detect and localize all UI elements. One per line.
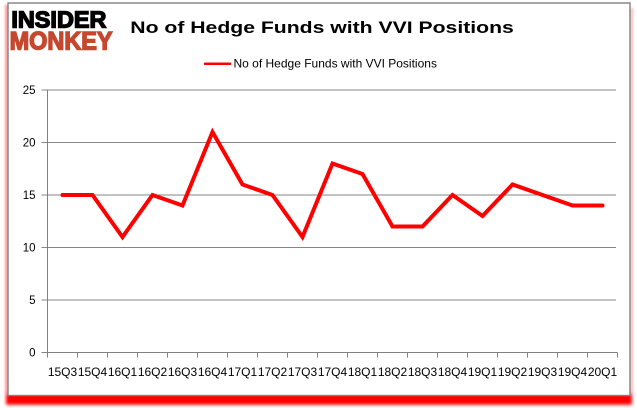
svg-text:20: 20 xyxy=(23,138,36,150)
svg-text:25: 25 xyxy=(23,85,36,97)
svg-text:16Q2: 16Q2 xyxy=(138,365,168,379)
svg-text:18Q4: 18Q4 xyxy=(438,365,468,379)
svg-text:16Q1: 16Q1 xyxy=(108,365,138,379)
svg-text:18Q3: 18Q3 xyxy=(408,365,438,379)
svg-text:10: 10 xyxy=(23,243,36,255)
svg-text:17Q3: 17Q3 xyxy=(288,365,318,379)
svg-text:0: 0 xyxy=(29,348,35,360)
svg-text:17Q2: 17Q2 xyxy=(258,365,288,379)
svg-text:15Q3: 15Q3 xyxy=(48,365,78,379)
svg-text:19Q2: 19Q2 xyxy=(498,365,528,379)
svg-text:16Q4: 16Q4 xyxy=(198,365,228,379)
svg-text:17Q4: 17Q4 xyxy=(318,365,348,379)
svg-text:19Q1: 19Q1 xyxy=(468,365,498,379)
svg-text:No of Hedge Funds with VVI Pos: No of Hedge Funds with VVI Positions xyxy=(130,18,514,37)
svg-text:20Q1: 20Q1 xyxy=(588,365,618,379)
svg-text:No of Hedge Funds with VVI Po: No of Hedge Funds with VVI Positions xyxy=(234,57,437,71)
svg-text:15: 15 xyxy=(23,190,36,202)
svg-text:19Q3: 19Q3 xyxy=(528,365,558,379)
svg-text:INSIDER: INSIDER xyxy=(11,7,106,33)
svg-text:15Q4: 15Q4 xyxy=(78,365,108,379)
svg-text:17Q1: 17Q1 xyxy=(228,365,258,379)
svg-text:18Q1: 18Q1 xyxy=(348,365,378,379)
svg-text:18Q2: 18Q2 xyxy=(378,365,408,379)
svg-text:16Q3: 16Q3 xyxy=(168,365,198,379)
svg-text:19Q4: 19Q4 xyxy=(558,365,588,379)
svg-text:5: 5 xyxy=(29,295,35,307)
svg-text:MONKEY: MONKEY xyxy=(10,28,113,55)
